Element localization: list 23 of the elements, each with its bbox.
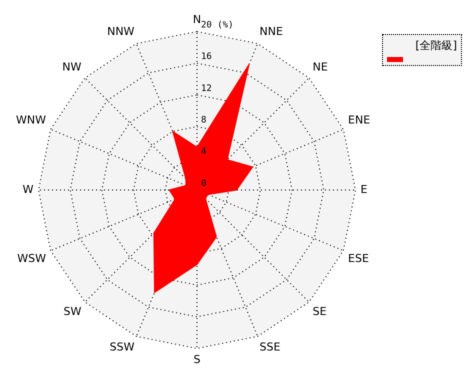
spoke-label: NNW — [107, 25, 135, 38]
spoke-label: NNE — [260, 25, 284, 38]
spoke-label: S — [194, 352, 201, 366]
y-tick-label: 0 — [201, 178, 206, 189]
y-tick-label: 20 (%) — [201, 20, 234, 30]
spoke-label: E — [360, 182, 368, 196]
spoke-label: ENE — [348, 114, 370, 127]
spoke-label: SE — [312, 305, 327, 318]
y-tick-label: 8 — [201, 115, 206, 126]
spoke-label: N — [192, 12, 202, 26]
legend-title: [全階級] — [414, 38, 457, 53]
y-tick-label: 4 — [201, 147, 206, 158]
spoke-label: W — [22, 182, 34, 196]
spoke-label: NE — [312, 60, 328, 74]
spoke-label: NW — [62, 60, 82, 74]
spoke-label: ESE — [348, 252, 369, 266]
spoke-label: SW — [64, 305, 82, 318]
spoke-label: WNW — [16, 114, 46, 127]
spoke-label: SSW — [110, 340, 135, 354]
y-tick-label: 12 — [201, 84, 212, 94]
spoke-label: WSW — [17, 252, 46, 266]
y-tick-label: 16 — [201, 52, 212, 62]
spoke-label: SSE — [260, 340, 281, 354]
